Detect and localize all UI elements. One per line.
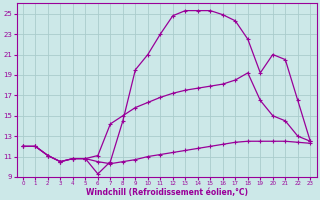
X-axis label: Windchill (Refroidissement éolien,°C): Windchill (Refroidissement éolien,°C) xyxy=(85,188,248,197)
